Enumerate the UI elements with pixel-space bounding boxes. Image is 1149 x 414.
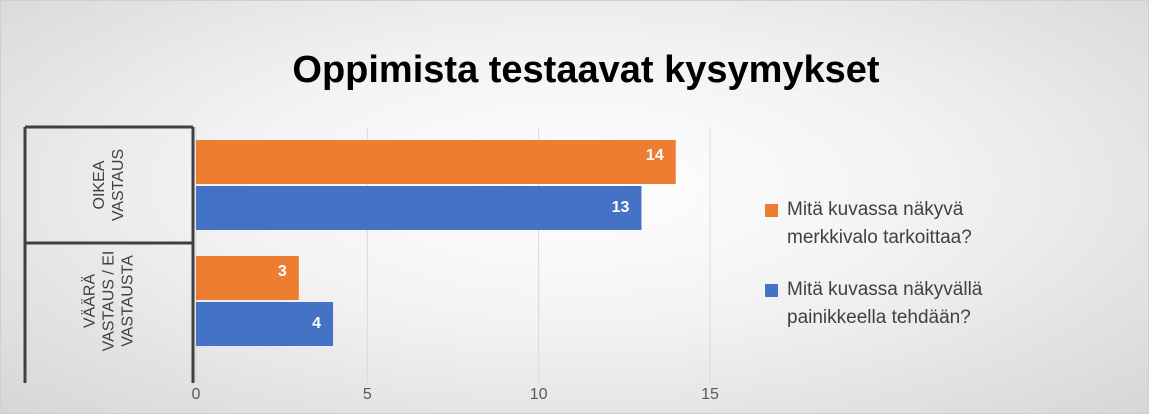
category-label: OIKEA VASTAUS — [91, 148, 127, 222]
x-tick-label: 15 — [701, 386, 719, 403]
bar — [196, 186, 642, 230]
bar — [196, 140, 676, 184]
data-label: 3 — [278, 263, 287, 280]
legend-swatch — [765, 284, 778, 297]
bar — [196, 256, 299, 300]
bar — [196, 302, 334, 346]
data-label: 4 — [312, 315, 321, 332]
chart-title: Oppimista testaavat kysymykset — [292, 49, 880, 91]
legend-swatch — [765, 204, 778, 217]
data-label: 13 — [612, 199, 630, 216]
x-tick-label: 10 — [530, 386, 548, 403]
x-tick-label: 5 — [363, 386, 372, 403]
x-tick-label: 0 — [192, 386, 201, 403]
data-label: 14 — [646, 147, 664, 164]
category-label: VÄÄRÄ VASTAUS / EI VASTAUSTA — [81, 250, 137, 352]
legend-item: Mitä kuvassa näkyvä merkkivalo tarkoitta… — [765, 196, 1027, 252]
legend-item: Mitä kuvassa näkyvällä painikkeella tehd… — [765, 276, 1027, 332]
